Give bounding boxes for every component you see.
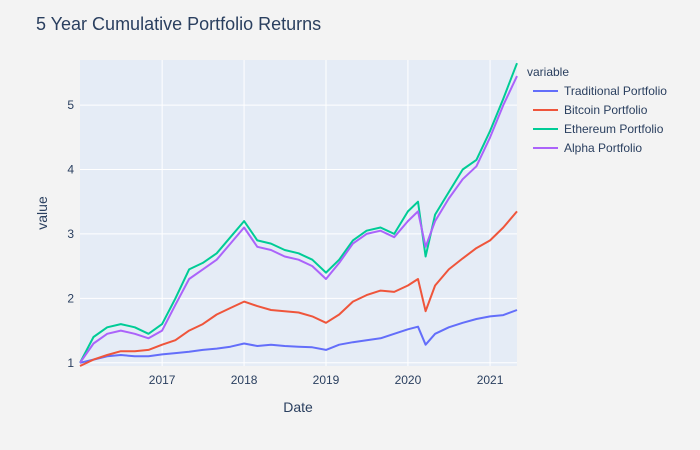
x-axis-ticks: 2017 2018 2019 2020 2021 [149, 373, 504, 387]
y-tick-label: 2 [67, 291, 74, 305]
legend-item-label: Ethereum Portfolio [564, 122, 664, 136]
x-tick-label: 2021 [477, 373, 504, 387]
chart-title: 5 Year Cumulative Portfolio Returns [36, 14, 321, 34]
y-tick-label: 5 [67, 98, 74, 112]
series-layer [79, 62, 518, 367]
x-tick-label: 2020 [395, 373, 422, 387]
legend: variable Traditional Portfolio Bitcoin Po… [527, 65, 667, 155]
series-line-bitcoin-portfolio [79, 210, 518, 367]
plot-background [80, 60, 517, 366]
x-axis-title: Date [283, 399, 313, 415]
x-tick-label: 2018 [231, 373, 258, 387]
legend-item-label: Traditional Portfolio [564, 84, 667, 98]
y-tick-label: 3 [67, 227, 74, 241]
legend-title: variable [527, 65, 569, 79]
x-tick-label: 2017 [149, 373, 176, 387]
x-tick-label: 2019 [313, 373, 340, 387]
gridlines [80, 60, 517, 366]
y-tick-label: 1 [67, 356, 74, 370]
series-line-ethereum-portfolio [79, 62, 518, 364]
y-axis-title: value [34, 196, 50, 230]
y-axis-ticks: 1 2 3 4 5 [67, 98, 74, 370]
y-tick-label: 4 [67, 163, 74, 177]
legend-item-label: Bitcoin Portfolio [564, 103, 648, 117]
series-line-traditional-portfolio [79, 309, 518, 364]
legend-item-label: Alpha Portfolio [564, 141, 642, 155]
series-line-alpha-portfolio [79, 75, 518, 364]
